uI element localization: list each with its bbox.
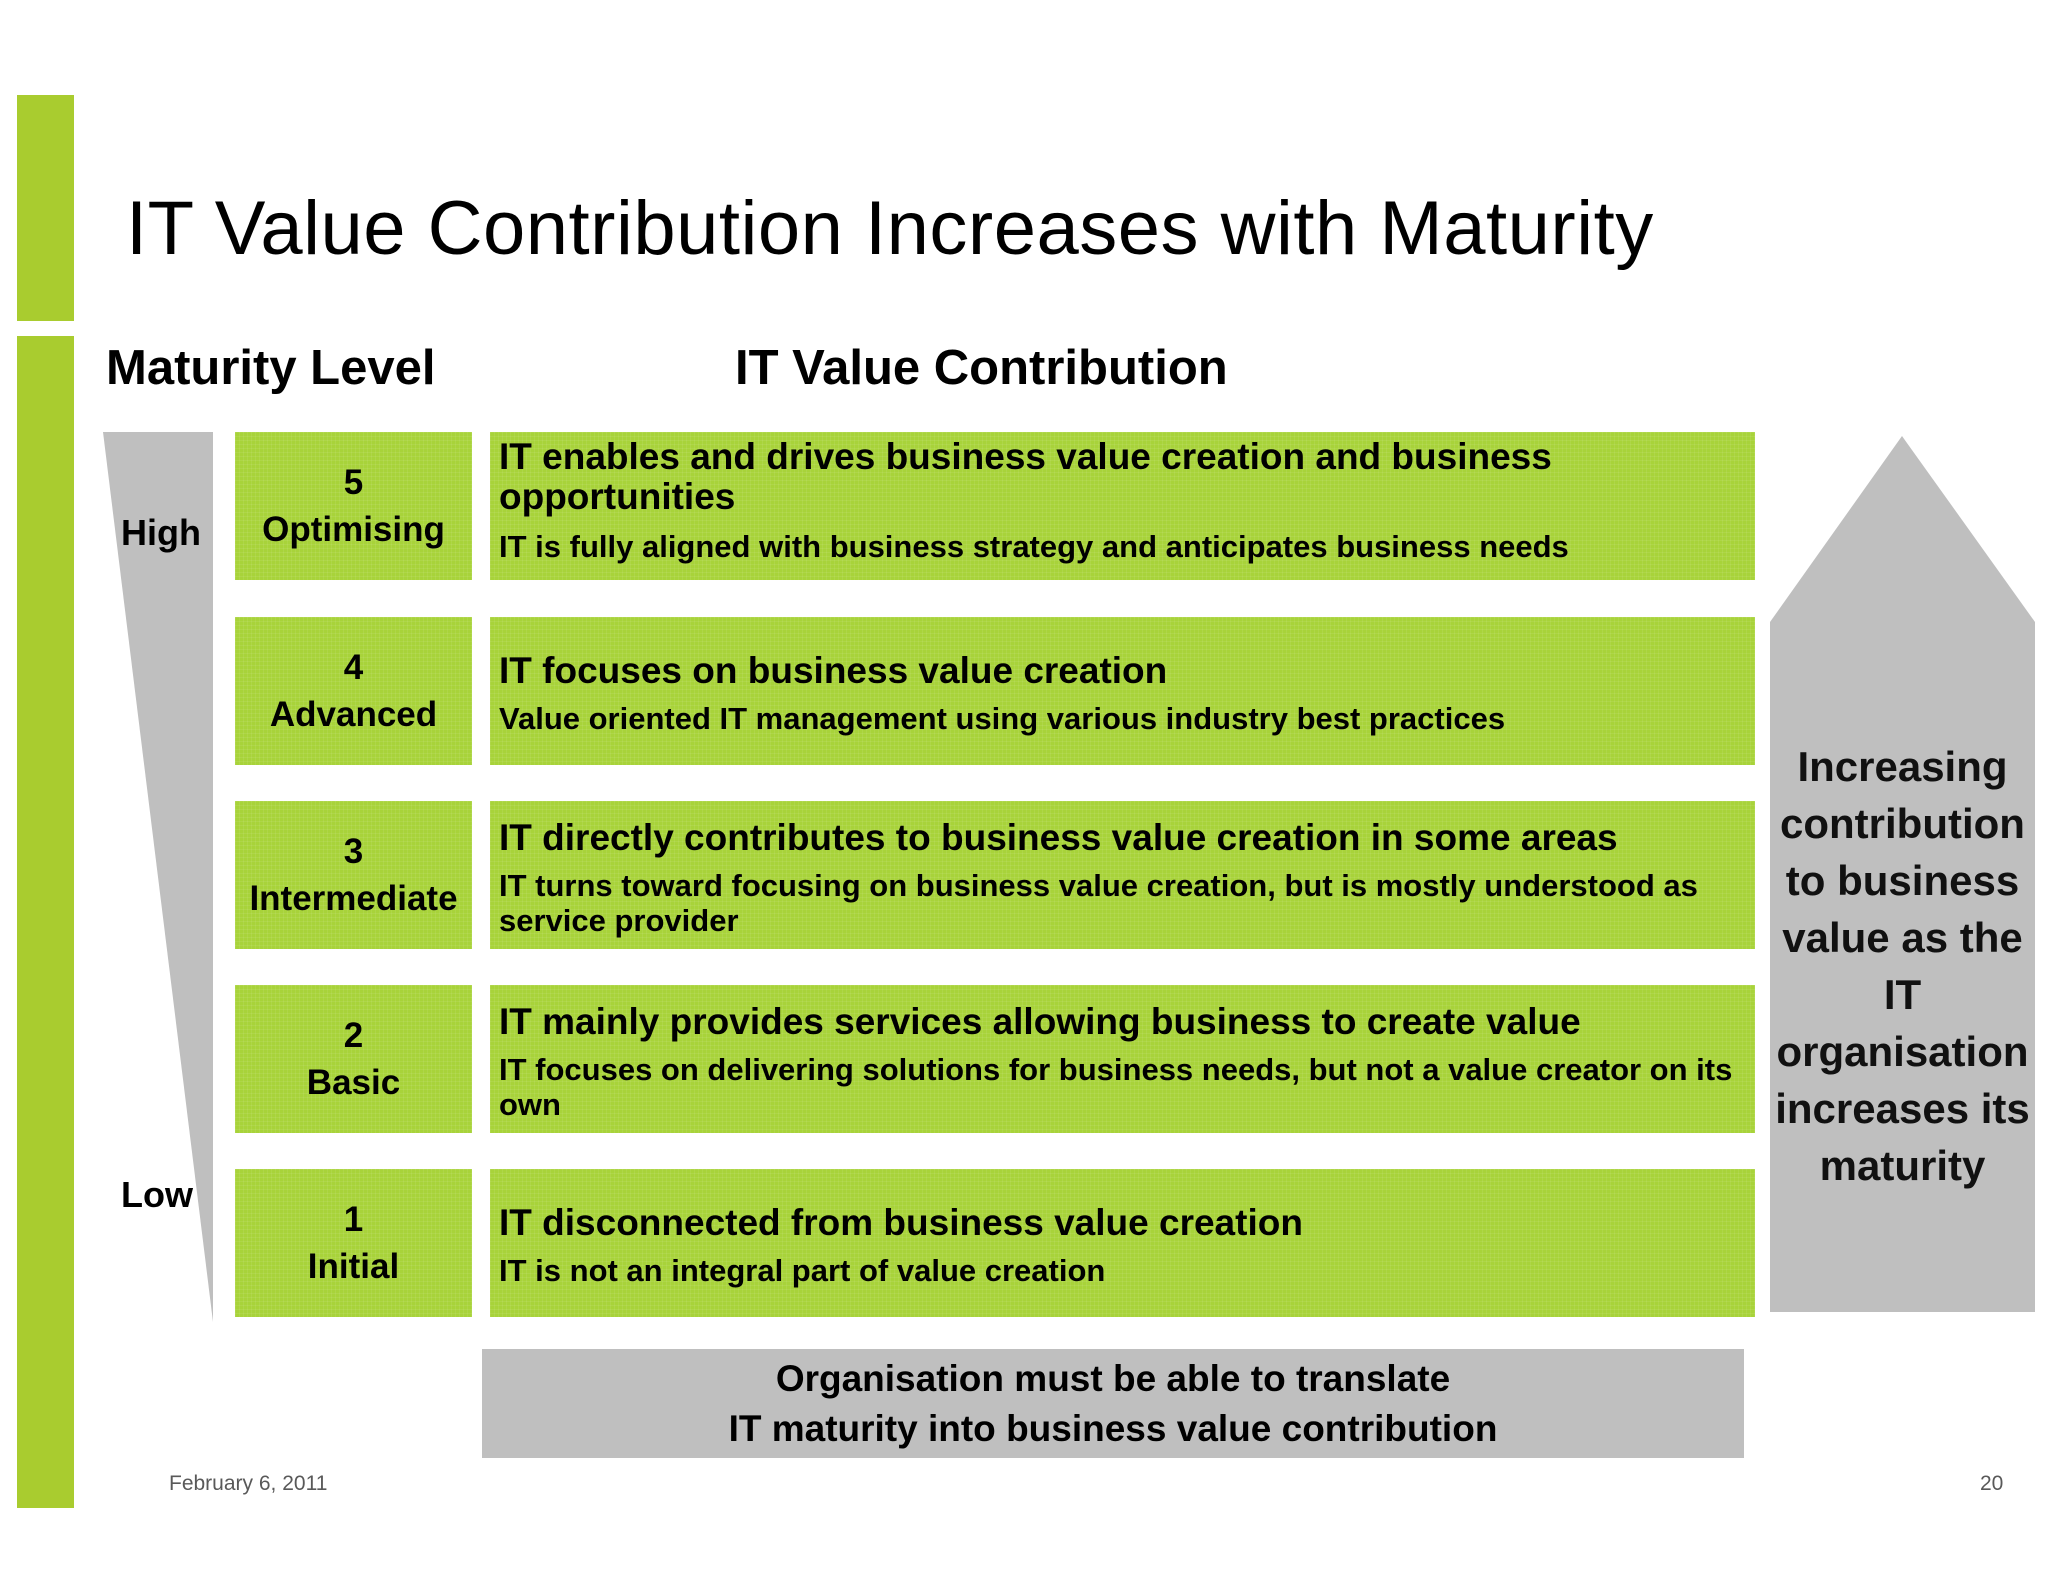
level-number: 5 [343, 463, 364, 502]
contribution-main: IT disconnected from business value crea… [499, 1202, 1303, 1243]
level-2-box: 2 Basic [235, 985, 472, 1133]
note-line-2: IT maturity into business value contribu… [728, 1407, 1498, 1449]
contribution-main: IT enables and drives business value cre… [499, 436, 1552, 517]
scale-high-label: High [121, 512, 201, 553]
level-name: Advanced [269, 695, 438, 734]
contribution-main: IT focuses on business value creation [499, 650, 1168, 691]
level-number: 1 [343, 1200, 364, 1239]
level-4-contribution: IT focuses on business value creation Va… [490, 617, 1755, 765]
it-value-contribution-header: IT Value Contribution [735, 341, 1228, 395]
level-5-box: 5 Optimising [235, 432, 472, 580]
page-number: 20 [1980, 1472, 2004, 1495]
contribution-detail: IT is fully aligned with business strate… [499, 529, 1569, 564]
maturity-scale-wedge [103, 432, 213, 1322]
slide-title: IT Value Contribution Increases with Mat… [126, 186, 1654, 271]
contribution-detail: IT is not an integral part of value crea… [499, 1253, 1106, 1288]
level-name: Optimising [262, 510, 445, 549]
level-1-box: 1 Initial [235, 1169, 472, 1317]
maturity-level-header: Maturity Level [106, 341, 436, 395]
accent-bar-bottom [17, 336, 74, 1508]
contribution-detail: IT focuses on delivering solutions for b… [499, 1051, 1733, 1122]
increasing-contribution-arrow [1770, 436, 2035, 1312]
level-number: 3 [343, 832, 364, 871]
level-number: 2 [343, 1016, 364, 1055]
level-5-contribution: IT enables and drives business value cre… [490, 432, 1755, 580]
level-4-box: 4 Advanced [235, 617, 472, 765]
note-line-1: Organisation must be able to translate [775, 1357, 1451, 1399]
level-name: Initial [307, 1247, 400, 1286]
accent-bar-top [17, 95, 74, 321]
level-name: Basic [306, 1063, 401, 1102]
contribution-detail: Value oriented IT management using vario… [499, 701, 1506, 736]
level-2-contribution: IT mainly provides services allowing bus… [490, 985, 1755, 1133]
contribution-main: IT mainly provides services allowing bus… [499, 1000, 1581, 1042]
level-3-contribution: IT directly contributes to business valu… [490, 801, 1755, 949]
contribution-main: IT directly contributes to business valu… [499, 816, 1618, 858]
level-number: 4 [343, 648, 364, 687]
level-1-contribution: IT disconnected from business value crea… [490, 1169, 1755, 1317]
level-name: Intermediate [249, 879, 458, 918]
level-3-box: 3 Intermediate [235, 801, 472, 949]
translation-note: Organisation must be able to translate I… [482, 1349, 1744, 1458]
scale-low-label: Low [121, 1174, 193, 1215]
arrow-caption: Increasing contribution to business valu… [1775, 743, 2030, 1189]
contribution-detail: IT turns toward focusing on business val… [499, 867, 1698, 938]
footer-date: February 6, 2011 [169, 1472, 328, 1495]
